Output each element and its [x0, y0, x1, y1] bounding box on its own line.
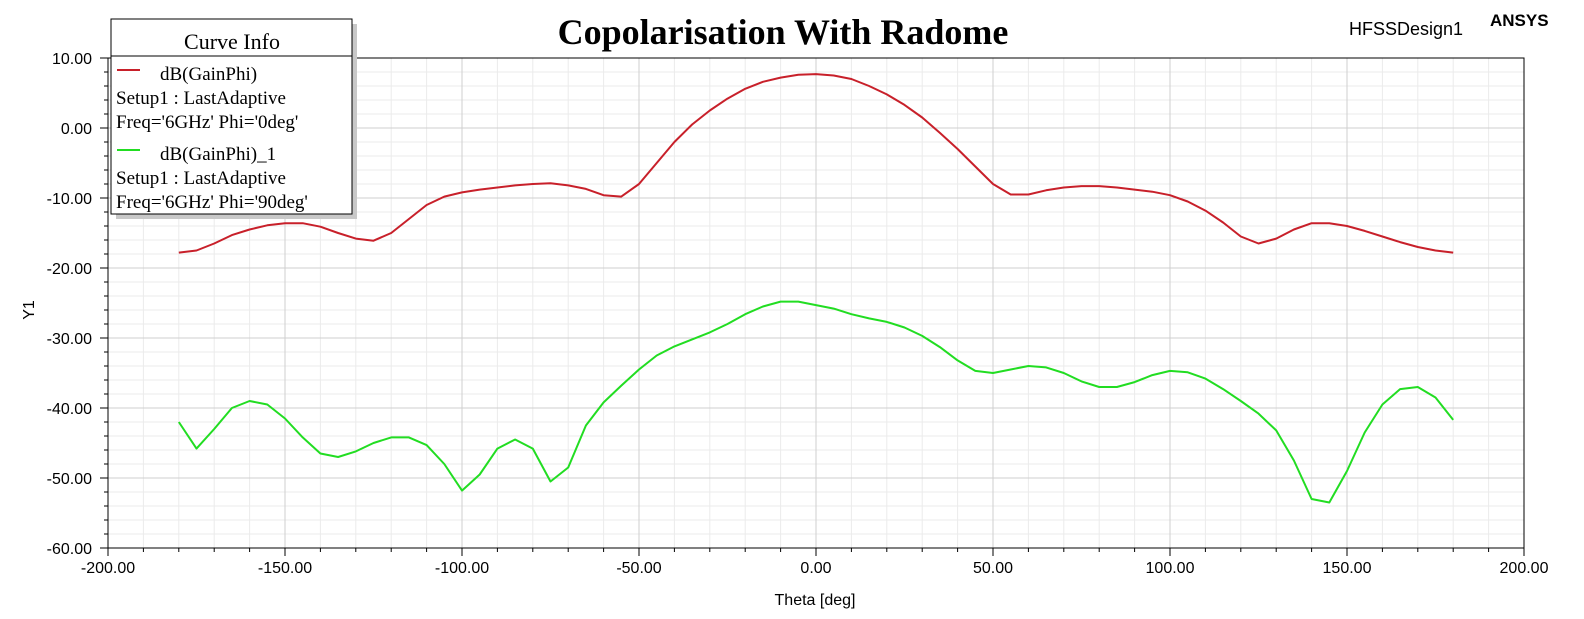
- legend-entry-name: dB(GainPhi)_1: [160, 144, 276, 165]
- legend-box: [110, 18, 353, 215]
- series-line-gainphi: [178, 73, 1454, 254]
- x-tick-label: -100.00: [435, 560, 489, 577]
- y-tick-label: -10.00: [47, 191, 92, 208]
- x-axis-label: Theta [deg]: [775, 592, 856, 609]
- x-tick-label: 200.00: [1500, 560, 1549, 577]
- x-tick-label: 150.00: [1323, 560, 1372, 577]
- y-tick-label: -30.00: [47, 331, 92, 348]
- y-tick-label: 0.00: [61, 121, 92, 138]
- x-tick-label: 0.00: [800, 560, 831, 577]
- brand-label: ANSYS: [1490, 11, 1549, 30]
- y-tick-label: -40.00: [47, 401, 92, 418]
- x-tick-label: 50.00: [973, 560, 1013, 577]
- y-tick-label: -50.00: [47, 471, 92, 488]
- series-layer: [177, 73, 1454, 504]
- legend-entry-params: Freq='6GHz' Phi='0deg': [116, 112, 298, 133]
- x-tick-label: -150.00: [258, 560, 312, 577]
- chart-title: Copolarisation With Radome: [558, 12, 1009, 52]
- x-tick-label: -50.00: [616, 560, 661, 577]
- x-tick-labels: -200.00 -150.00 -100.00 -50.00 0.00 50.00 100.…: [81, 560, 1549, 577]
- y-tick-labels: -60.00 -50.00 -40.00 -30.00 -20.00 -10.00 0.00…: [47, 51, 92, 558]
- legend-entry-setup: Setup1 : LastAdaptive: [116, 88, 286, 109]
- y-tick-label: 10.00: [52, 51, 92, 68]
- legend-entry-setup: Setup1 : LastAdaptive: [116, 168, 286, 189]
- y-axis-label: Y1: [21, 300, 38, 320]
- y-tick-label: -20.00: [47, 261, 92, 278]
- x-tick-label: -200.00: [81, 560, 135, 577]
- legend-entry-params: Freq='6GHz' Phi='90deg': [116, 192, 308, 213]
- y-tick-label: -60.00: [47, 541, 92, 558]
- legend[interactable]: Curve Info dB(GainPhi) Setup1 : LastAdap…: [110, 18, 357, 219]
- legend-heading: Curve Info: [184, 29, 280, 54]
- legend-entry-name: dB(GainPhi): [160, 64, 257, 85]
- axis-ticks: [100, 57, 1525, 556]
- series-line-gainphi-1: [177, 300, 1454, 504]
- x-tick-label: 100.00: [1146, 560, 1195, 577]
- design-name: HFSSDesign1: [1349, 19, 1463, 39]
